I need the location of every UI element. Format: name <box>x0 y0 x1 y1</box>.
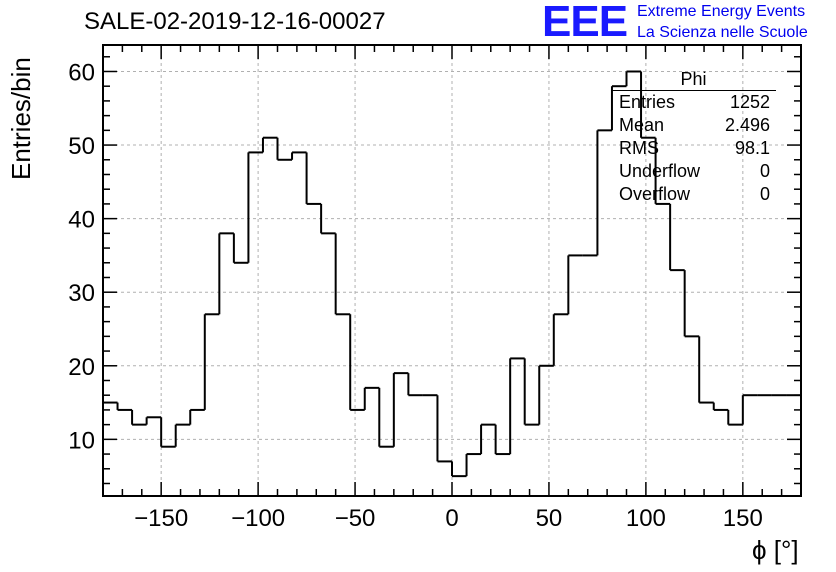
plot-frame <box>102 44 802 497</box>
x-axis-label: ϕ [°] <box>752 535 799 565</box>
x-tick-label: −50 <box>335 505 376 532</box>
stats-row-rms: RMS 98.1 <box>611 137 776 160</box>
stats-value: 0 <box>759 184 770 204</box>
y-tick-label: 20 <box>68 354 95 381</box>
stats-label: RMS <box>619 138 659 158</box>
stats-title: Phi <box>611 68 776 91</box>
y-tick-label: 60 <box>68 59 95 86</box>
x-axis: −150 −100 −50 0 50 100 150 <box>121 45 783 532</box>
x-tick-label: −150 <box>134 505 188 532</box>
stats-label: Mean <box>619 115 665 135</box>
stats-row-mean: Mean 2.496 <box>611 114 776 137</box>
stats-value: 1252 <box>729 92 770 112</box>
stats-value: 0 <box>759 161 770 181</box>
y-axis: 10 20 30 40 50 60 <box>68 56 801 485</box>
x-tick-label: −100 <box>231 505 285 532</box>
stats-value: 2.496 <box>724 115 770 135</box>
stats-row-overflow: Overflow 0 <box>611 183 776 206</box>
y-tick-label: 50 <box>68 133 95 160</box>
stats-row-underflow: Underflow 0 <box>611 160 776 183</box>
x-tick-label: 150 <box>723 505 763 532</box>
logo-subtitle-1: Extreme Energy Events <box>637 3 806 20</box>
stats-label: Entries <box>619 92 676 112</box>
x-tick-label: 50 <box>536 505 563 532</box>
y-tick-label: 10 <box>68 427 95 454</box>
stats-label: Overflow <box>619 184 691 204</box>
stats-label: Underflow <box>619 161 701 181</box>
chart-title: SALE-02-2019-12-16-00027 <box>84 8 386 35</box>
stats-box: Phi Entries 1252 Mean 2.496 RMS 98.1 Und… <box>611 68 776 206</box>
grid-lines <box>103 45 801 496</box>
y-tick-label: 30 <box>68 280 95 307</box>
stats-value: 98.1 <box>734 138 770 158</box>
stats-row-entries: Entries 1252 <box>611 91 776 114</box>
logo-subtitle-2: La Scienza nelle Scuole <box>637 24 808 41</box>
eee-logo: EEE <box>542 0 628 46</box>
x-tick-label: 100 <box>626 505 666 532</box>
y-axis-label: Entries/bin <box>6 57 36 180</box>
histogram-series <box>103 70 801 478</box>
x-tick-label: 0 <box>445 505 458 532</box>
y-tick-label: 40 <box>68 207 95 234</box>
